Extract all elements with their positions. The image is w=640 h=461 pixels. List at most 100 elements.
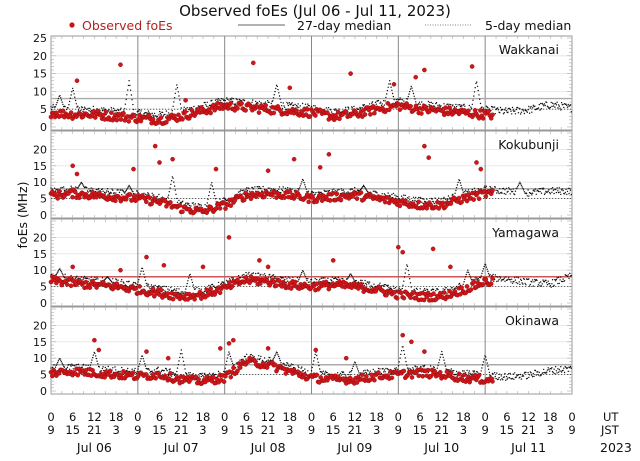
median-trace-point [300,367,302,369]
year-label: 2023 [600,440,632,455]
median-trace-point [403,194,405,196]
median-trace-point [340,374,342,376]
median-trace-point [496,276,499,278]
median-trace-point [181,293,183,295]
median-trace-point [563,193,566,195]
median-trace-point [190,205,192,207]
median-trace-point [92,188,94,190]
median-trace-point [517,106,519,109]
jst-tick-label: 9 [221,423,228,437]
median-trace-point [132,281,135,284]
median-trace-point [187,280,189,282]
median-trace-point [443,359,445,361]
median-trace-point [502,379,504,381]
median-trace-point [205,104,207,106]
median-trace-point [119,109,121,111]
median-trace-point [496,280,498,283]
median-trace-point [502,278,505,281]
median-trace-point [508,187,510,189]
observed-foes-point [468,287,474,292]
median-trace-point [170,286,172,289]
median-trace-point [476,277,478,279]
median-trace-point [63,275,65,277]
median-trace-point [245,271,247,274]
y-tick-label: 10 [33,352,47,365]
median-trace-point [364,369,366,371]
y-tick-label: 15 [33,336,47,349]
median-trace-point [534,190,536,192]
median-trace-point [539,190,541,193]
median-trace-point [547,280,549,282]
median-trace-point [280,192,282,194]
median-trace-point [192,373,194,375]
ut-tick-label: 18 [282,410,297,424]
median-trace-point [476,371,479,373]
median-trace-point [63,277,66,279]
observed-foes-point [265,264,271,270]
median-trace-point [334,108,336,110]
median-trace-point [475,82,477,85]
station-label: Okinawa [505,313,559,328]
median-trace-point [97,189,99,191]
median-trace-point [73,93,75,95]
median-trace-point [387,86,389,89]
median-trace-point [549,285,552,287]
median-trace-point [61,272,63,274]
median-trace-point [287,103,289,105]
observed-foes-point [228,100,234,106]
chart-title: Observed foEs (Jul 06 - Jul 11, 2023) [179,2,451,20]
median-trace-point [385,367,387,370]
median-trace-point [561,188,563,190]
median-trace-point [252,355,254,357]
median-trace-point [397,195,399,198]
median-trace-point [260,102,263,104]
median-trace-point [470,373,472,375]
median-trace-point [493,280,495,282]
median-trace-point [414,199,416,202]
median-trace-point [511,190,514,193]
observed-foes-point [400,249,406,255]
median-trace-point [501,192,503,194]
median-trace-point [562,189,564,192]
median-trace-point [367,281,369,283]
median-trace-point [423,366,425,368]
median-trace-point [280,101,282,104]
median-trace-point [262,274,264,276]
jst-tick-label: 15 [239,423,254,437]
median-trace-point [176,84,178,86]
observed-foes-point [121,369,126,374]
median-trace-point [451,287,453,289]
median-trace-point [405,360,407,363]
y-tick-label: 20 [33,143,47,156]
observed-foes-point [461,372,467,378]
median-trace-point [479,98,481,100]
median-trace-point [208,372,211,374]
observed-foes-point [68,110,74,115]
observed-foes-point [354,196,360,201]
median-trace-point [92,356,94,359]
jst-tick-label: 3 [373,423,380,437]
median-trace-point [201,372,203,374]
median-trace-point [57,361,59,364]
median-trace-point [79,277,81,280]
observed-foes-point [413,74,419,80]
median-trace-point [526,111,528,114]
median-trace-point [416,288,418,290]
median-trace-point [173,374,176,377]
median-trace-point [507,111,509,113]
observed-foes-point [330,258,336,263]
median-trace-point [343,191,345,193]
median-trace-point [413,95,415,98]
median-trace-point [242,193,244,195]
median-trace-point [550,286,552,288]
median-trace-point [471,373,473,375]
median-trace-point [95,357,98,360]
median-trace-point [410,286,412,288]
median-trace-point [91,359,93,361]
median-trace-point [139,360,141,362]
median-trace-point [553,192,555,195]
observed-foes-point [227,280,232,285]
median-trace-point [326,371,328,374]
median-trace-point [348,371,351,373]
median-trace-point [534,105,536,107]
